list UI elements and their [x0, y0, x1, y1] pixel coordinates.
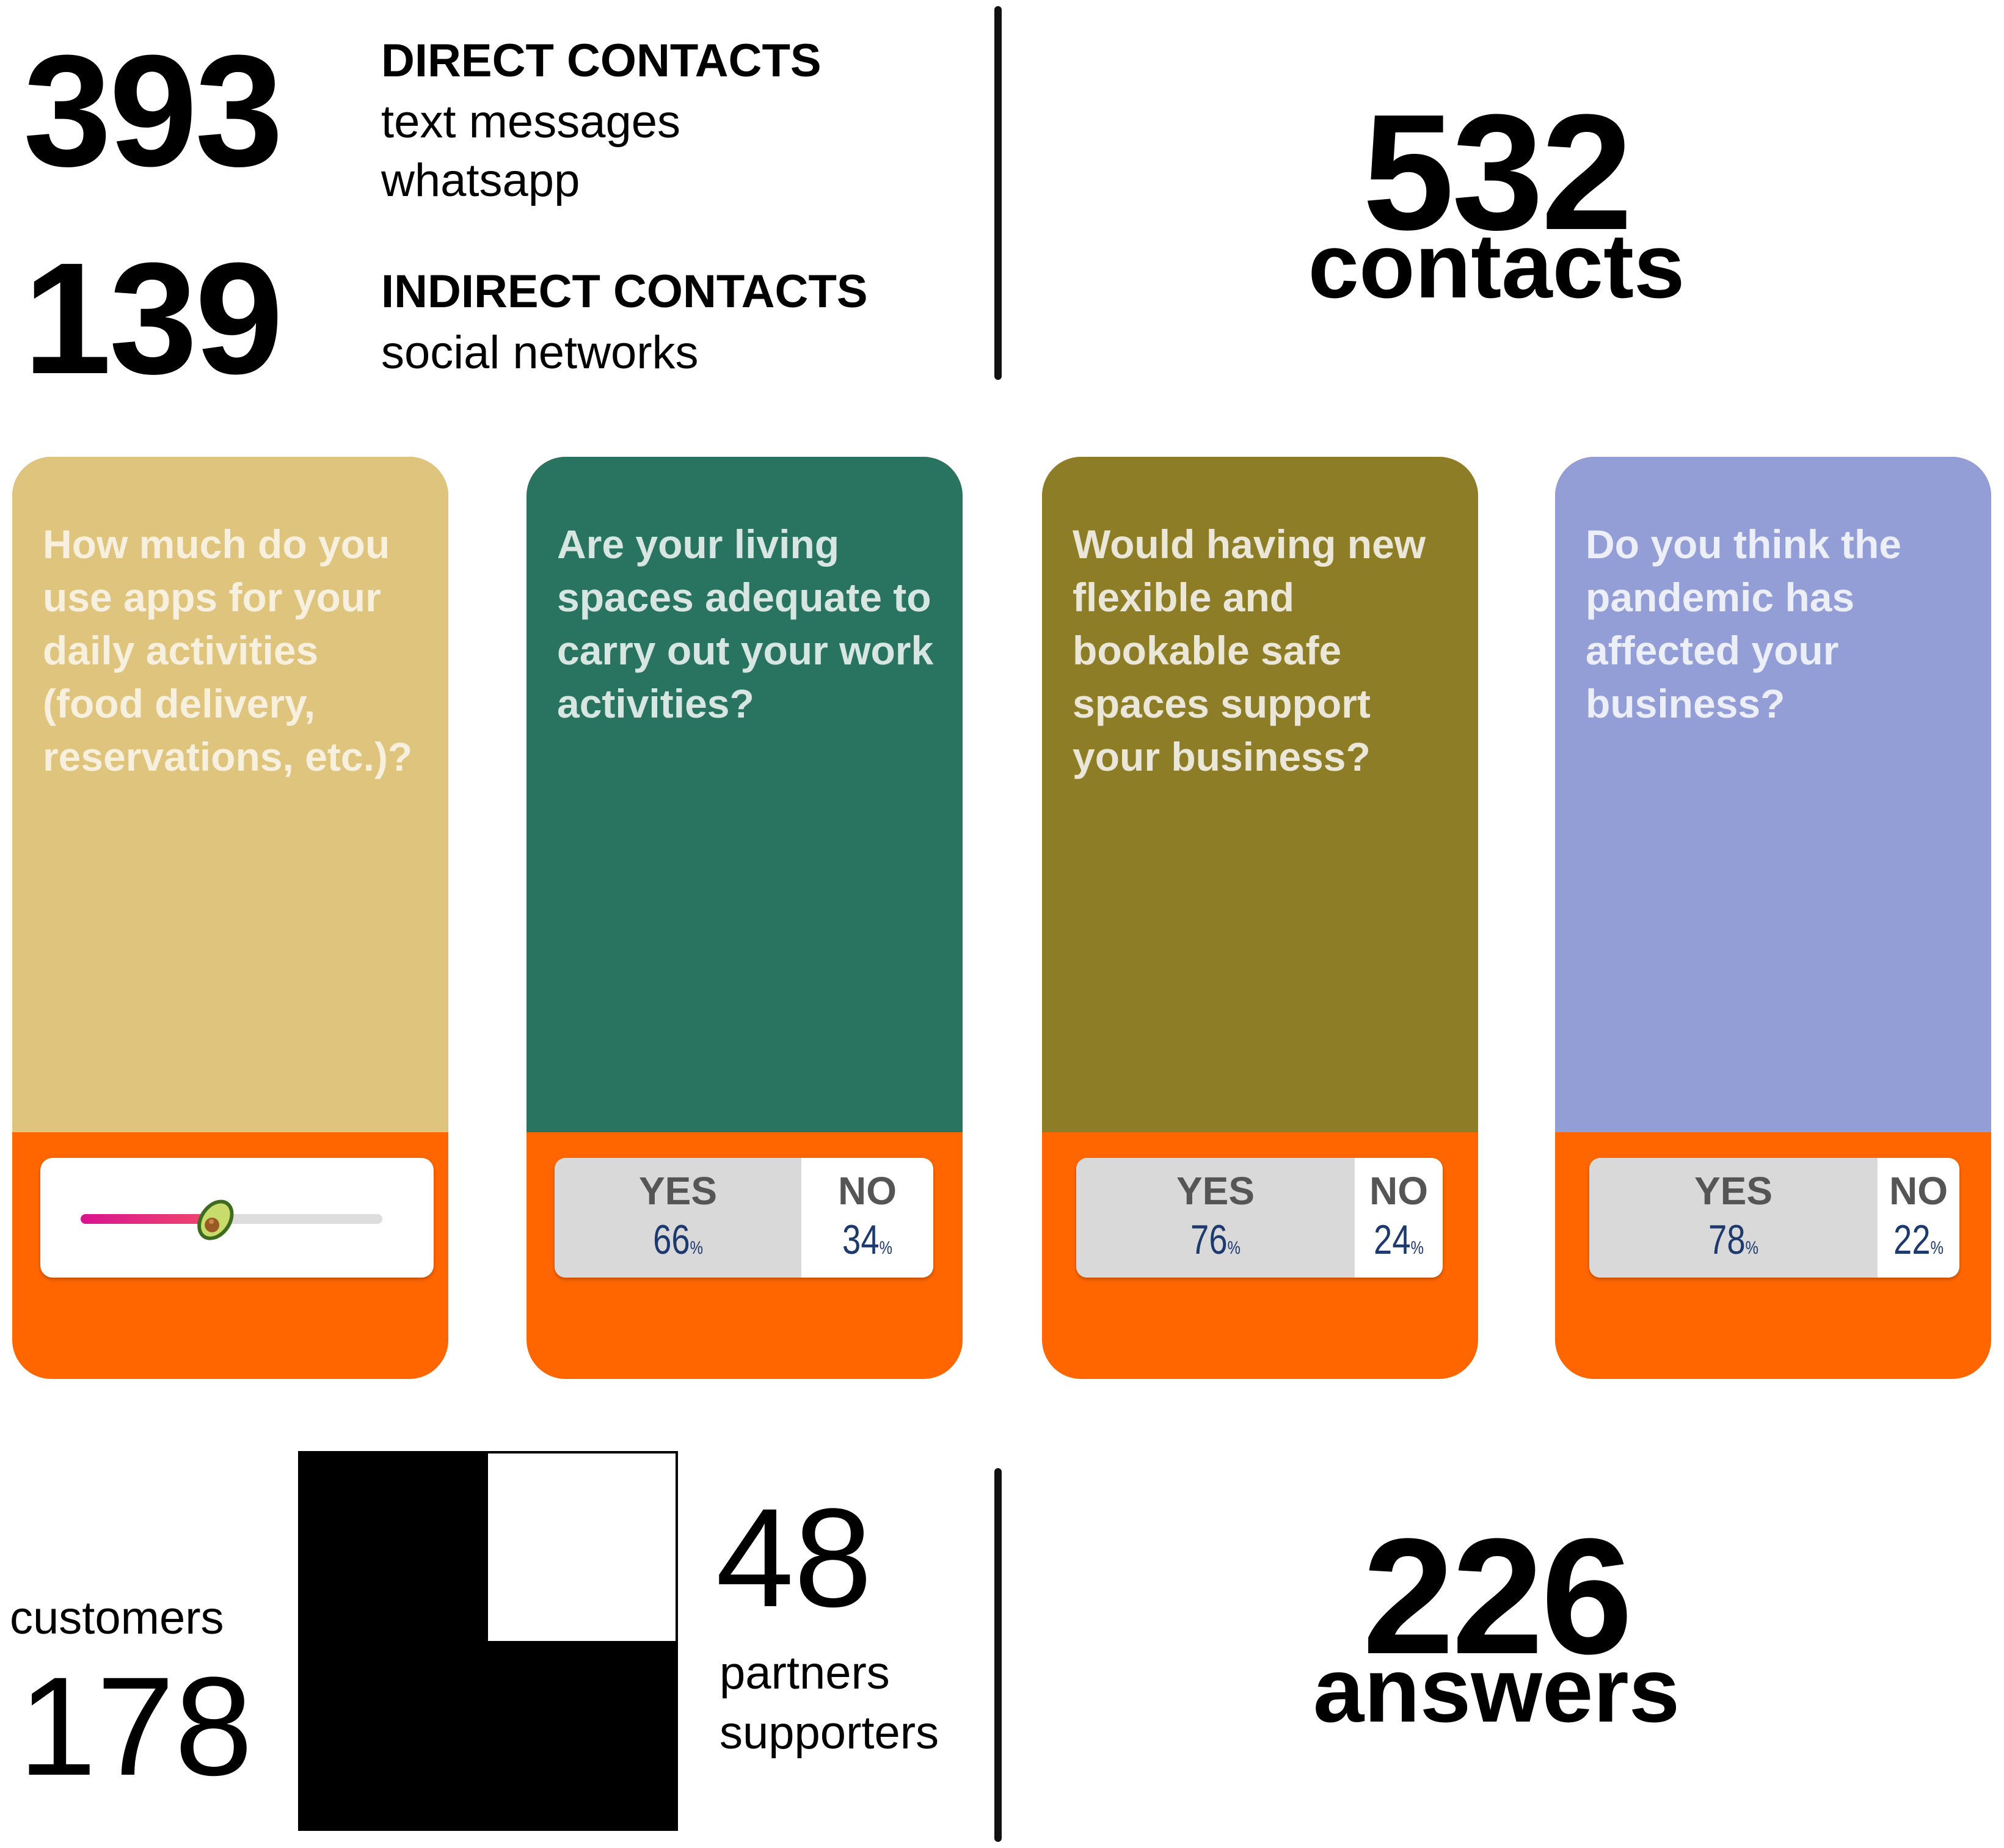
indirect-contacts-count: 139 [23, 230, 283, 407]
question-text: Would having new flexible and bookable s… [1073, 522, 1426, 779]
no-label: NO [1369, 1169, 1428, 1213]
yes-percentage: 78% [1708, 1217, 1758, 1263]
yes-no-answer[interactable]: YES 78% NO 22% [1589, 1158, 1959, 1278]
indirect-contacts-heading: INDIRECT CONTACTS [381, 266, 868, 318]
poll-card-bookable-spaces: Would having new flexible and bookable s… [1042, 457, 1478, 1379]
direct-contacts-count: 393 [23, 23, 283, 200]
no-percentage: 34% [842, 1217, 892, 1263]
slider-fill [81, 1214, 217, 1224]
total-answers-count: 226 [1362, 1505, 1633, 1689]
question-panel [12, 457, 448, 1132]
no-option[interactable]: NO 34% [801, 1158, 933, 1278]
poll-card-app-usage: How much do you use apps for your daily … [12, 457, 448, 1379]
question-panel [1555, 457, 1991, 1132]
avocado-icon[interactable] [187, 1190, 246, 1248]
proportion-square-chart [298, 1451, 678, 1831]
yes-option[interactable]: YES 78% [1589, 1158, 1878, 1278]
total-contacts-count: 532 [1362, 81, 1633, 264]
partners-share-block [488, 1453, 676, 1641]
partners-label: partners [720, 1647, 890, 1699]
indirect-channel-social-networks: social networks [381, 327, 699, 379]
yes-no-answer[interactable]: YES 76% NO 24% [1076, 1158, 1443, 1278]
question-text: Are your living spaces adequate to carry… [557, 522, 934, 726]
yes-percentage: 66% [653, 1217, 703, 1263]
no-label: NO [838, 1169, 897, 1213]
question-text: How much do you use apps for your daily … [43, 522, 413, 779]
direct-channel-text-messages: text messages [381, 96, 680, 148]
direct-contacts-heading: DIRECT CONTACTS [381, 35, 822, 87]
poll-card-living-spaces: Are your living spaces adequate to carry… [527, 457, 963, 1379]
customers-count: 178 [18, 1648, 253, 1805]
yes-option[interactable]: YES 76% [1076, 1158, 1355, 1278]
slider-answer[interactable] [40, 1158, 434, 1278]
bottom-divider [994, 1468, 1002, 1842]
no-option[interactable]: NO 22% [1878, 1158, 1959, 1278]
yes-option[interactable]: YES 66% [555, 1158, 801, 1278]
no-percentage: 24% [1374, 1217, 1424, 1263]
supporters-label: supporters [720, 1707, 939, 1759]
no-percentage: 22% [1893, 1217, 1944, 1263]
question-panel [1042, 457, 1478, 1132]
total-contacts-label: contacts [1308, 214, 1685, 317]
yes-label: YES [1694, 1169, 1773, 1213]
question-text: Do you think the pandemic has affected y… [1586, 522, 1901, 726]
direct-channel-whatsapp: whatsapp [381, 155, 580, 206]
top-divider [994, 6, 1002, 380]
total-answers-label: answers [1313, 1639, 1680, 1741]
yes-label: YES [638, 1169, 718, 1213]
no-option[interactable]: NO 24% [1355, 1158, 1443, 1278]
yes-label: YES [1176, 1169, 1255, 1213]
yes-no-answer[interactable]: YES 66% NO 34% [555, 1158, 933, 1278]
yes-percentage: 76% [1190, 1217, 1241, 1263]
question-panel [527, 457, 963, 1132]
partners-count: 48 [716, 1479, 872, 1636]
customers-label: customers [10, 1592, 224, 1644]
no-label: NO [1889, 1169, 1948, 1213]
poll-card-pandemic-impact: Do you think the pandemic has affected y… [1555, 457, 1991, 1379]
